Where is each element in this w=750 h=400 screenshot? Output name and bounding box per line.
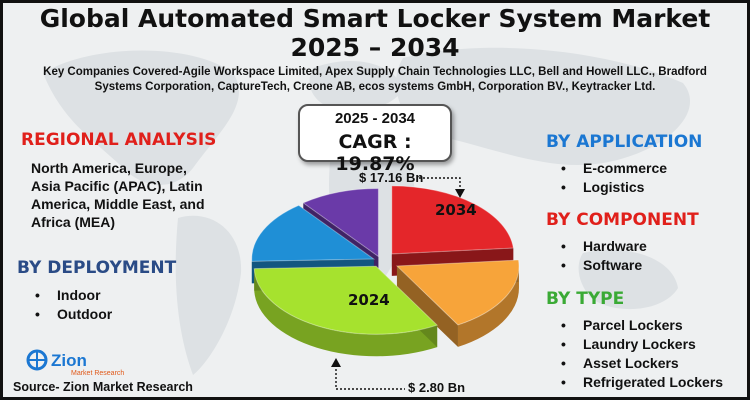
source-text: Source- Zion Market Research [13,380,193,394]
leader-line-2034 [419,177,461,191]
logo-globe-lines [29,351,45,369]
companies-line-2: Systems Corporation, CaptureTech, Creone… [94,81,656,93]
component-list: Hardware Software [561,237,647,275]
companies-line-1: Key Companies Covered-Agile Workspace Li… [43,66,707,78]
list-item: Logistics [561,178,667,197]
title-line-2: 2025 – 2034 [290,33,460,62]
pie-slice-2024 [253,265,439,357]
pie-chart: 2034 2024 [251,177,520,390]
arrow-2034-icon [455,189,465,198]
list-item: Asset Lockers [561,354,723,373]
regional-line: Africa (MEA) [31,214,116,230]
pie-label-2034: 2034 [435,201,477,219]
arrow-2024-icon [331,358,341,367]
list-item: Hardware [561,237,647,256]
list-item: E-commerce [561,159,667,178]
regional-text: North America, Europe, Asia Pacific (APA… [31,159,241,231]
cagr-years: 2025 - 2034 [334,110,416,127]
cagr-box: 2025 - 2034 CAGR : 19.87% [298,104,452,175]
logo-sub: Market Research [71,370,124,377]
regional-line: America, Middle East, and [31,196,205,212]
zion-logo: Zion Market Research [26,349,124,377]
type-heading: BY TYPE [546,289,625,309]
cagr-value: CAGR : 19.87% [335,131,415,175]
pie-label-2024: 2024 [348,291,390,309]
list-item: Parcel Lockers [561,316,723,335]
value-label-2024: $ 2.80 Bn [408,380,466,395]
list-item: Refrigerated Lockers [561,373,723,392]
list-item: Indoor [35,286,112,305]
list-item: Software [561,256,647,275]
leader-line-2024 [335,365,405,390]
deployment-heading: BY DEPLOYMENT [17,258,177,278]
application-list: E-commerce Logistics [561,159,667,197]
list-item: Outdoor [35,305,112,324]
regional-line: North America, Europe, [31,160,187,176]
regional-line: Asia Pacific (APAC), Latin [31,178,203,194]
component-heading: BY COMPONENT [546,210,699,230]
regional-heading: REGIONAL ANALYSIS [21,130,217,150]
type-list: Parcel Lockers Laundry Lockers Asset Loc… [561,316,723,392]
list-item: Laundry Lockers [561,335,723,354]
pie-slice-segment-1 [395,259,520,347]
application-heading: BY APPLICATION [546,132,703,152]
title-line-1: Global Automated Smart Locker System Mar… [39,4,711,33]
value-label-2034: $ 17.16 Bn [359,170,424,185]
logo-name: Zion [51,351,87,370]
deployment-list: Indoor Outdoor [35,286,112,324]
